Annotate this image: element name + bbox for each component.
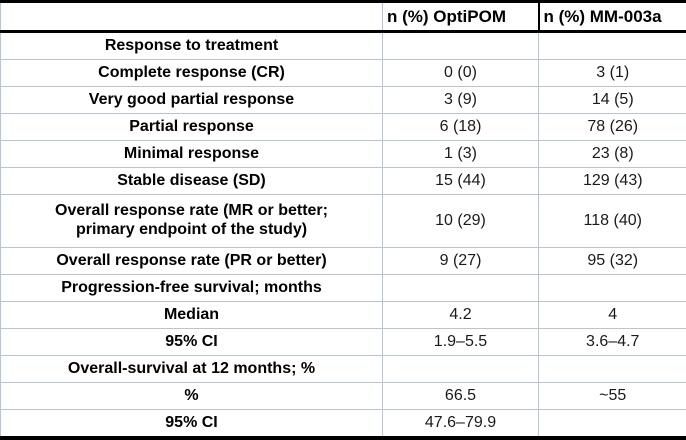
table-row: Response to treatment — [1, 32, 686, 60]
optipom-value — [383, 32, 539, 60]
row-label: Response to treatment — [1, 32, 383, 60]
optipom-value: 6 (18) — [383, 114, 539, 141]
mm003a-value: ~55 — [539, 383, 686, 410]
optipom-value: 10 (29) — [383, 195, 539, 248]
mm003a-value: 23 (8) — [539, 141, 686, 168]
row-label: Complete response (CR) — [1, 60, 383, 87]
mm003a-value — [539, 356, 686, 383]
column-header-mm003a: n (%) MM-003a — [539, 2, 686, 32]
header-row: n (%) OptiPOM n (%) MM-003a — [1, 2, 686, 32]
mm003a-value: 129 (43) — [539, 168, 686, 195]
table-row: Overall-survival at 12 months; % — [1, 356, 686, 383]
table-row: Complete response (CR) 0 (0) 3 (1) — [1, 60, 686, 87]
optipom-value: 3 (9) — [383, 87, 539, 114]
table-row: Very good partial response 3 (9) 14 (5) — [1, 87, 686, 114]
table-row: % 66.5 ~55 — [1, 383, 686, 410]
mm003a-value — [539, 32, 686, 60]
row-label: Progression-free survival; months — [1, 275, 383, 302]
mm003a-value: 118 (40) — [539, 195, 686, 248]
column-header-optipom: n (%) OptiPOM — [383, 2, 539, 32]
row-label: Overall response rate (MR or better; pri… — [1, 195, 383, 248]
mm003a-value: 95 (32) — [539, 248, 686, 275]
row-label: 95% CI — [1, 329, 383, 356]
row-label: Partial response — [1, 114, 383, 141]
mm003a-value: 14 (5) — [539, 87, 686, 114]
optipom-value: 47.6–79.9 — [383, 410, 539, 439]
mm003a-value: 78 (26) — [539, 114, 686, 141]
optipom-value — [383, 356, 539, 383]
mm003a-value — [539, 410, 686, 439]
table-body: Response to treatment Complete response … — [1, 32, 686, 439]
mm003a-value: 3 (1) — [539, 60, 686, 87]
table-row: Overall response rate (MR or better; pri… — [1, 195, 686, 248]
table-row: Minimal response 1 (3) 23 (8) — [1, 141, 686, 168]
row-label: Overall-survival at 12 months; % — [1, 356, 383, 383]
row-label: Very good partial response — [1, 87, 383, 114]
row-label: Overall response rate (PR or better) — [1, 248, 383, 275]
optipom-value: 1.9–5.5 — [383, 329, 539, 356]
optipom-value: 9 (27) — [383, 248, 539, 275]
optipom-value: 66.5 — [383, 383, 539, 410]
column-header-empty — [1, 2, 383, 32]
table-row: 95% CI 1.9–5.5 3.6–4.7 — [1, 329, 686, 356]
optipom-value — [383, 275, 539, 302]
row-label: Stable disease (SD) — [1, 168, 383, 195]
table-row: Progression-free survival; months — [1, 275, 686, 302]
optipom-value: 1 (3) — [383, 141, 539, 168]
row-label: 95% CI — [1, 410, 383, 439]
table-row: 95% CI 47.6–79.9 — [1, 410, 686, 439]
optipom-value: 4.2 — [383, 302, 539, 329]
table-row: Partial response 6 (18) 78 (26) — [1, 114, 686, 141]
row-label: Minimal response — [1, 141, 383, 168]
table-row: Stable disease (SD) 15 (44) 129 (43) — [1, 168, 686, 195]
mm003a-value: 4 — [539, 302, 686, 329]
optipom-value: 15 (44) — [383, 168, 539, 195]
table-row: Median 4.2 4 — [1, 302, 686, 329]
table-row: Overall response rate (PR or better) 9 (… — [1, 248, 686, 275]
optipom-value: 0 (0) — [383, 60, 539, 87]
row-label: % — [1, 383, 383, 410]
row-label: Median — [1, 302, 383, 329]
mm003a-value: 3.6–4.7 — [539, 329, 686, 356]
table-header: n (%) OptiPOM n (%) MM-003a — [1, 2, 686, 32]
mm003a-value — [539, 275, 686, 302]
